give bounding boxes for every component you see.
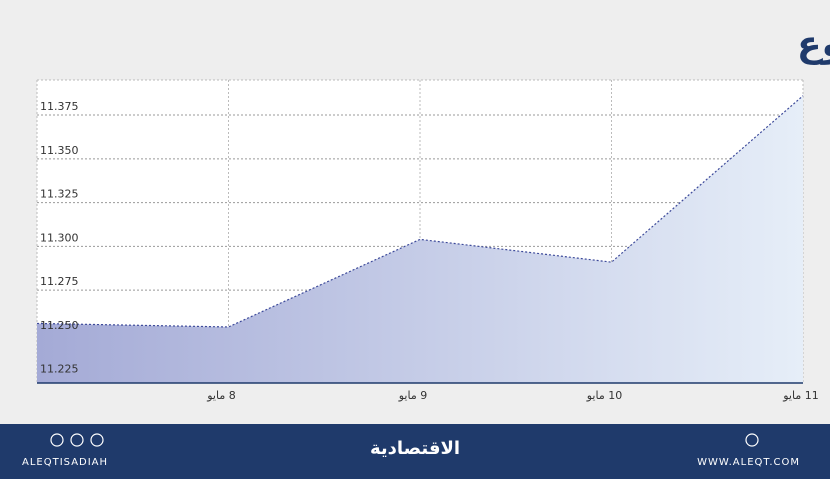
chart-title: المؤشر في أسبوع: [797, 20, 830, 65]
x-tick-label: 9 مايو: [398, 389, 427, 402]
y-tick-label: 11.325: [40, 188, 79, 201]
footer-bar: [0, 424, 830, 479]
y-tick-label: 11.300: [40, 231, 79, 244]
y-tick-label: 11.225: [40, 363, 79, 376]
x-tick-label: 11 مايو: [782, 389, 818, 402]
y-tick-label: 11.375: [40, 100, 79, 113]
x-tick-label: 8 مايو: [206, 389, 235, 402]
area: [37, 95, 803, 384]
x-tick-label: 10 مايو: [586, 389, 622, 402]
social-icons: [50, 433, 759, 447]
y-tick-label: 11.275: [40, 275, 79, 288]
y-tick-label: 11.350: [40, 144, 79, 157]
plot: 11.225 11.250 11.275 11.300 11.325 11.350 11.3…: [36, 79, 819, 402]
footer-handle: ALEQTISADIAH: [22, 457, 108, 468]
footer-logo: الاقتصادية: [370, 438, 460, 459]
footer-url: WWW.ALEQT.COM: [697, 457, 800, 468]
y-tick-label: 11.250: [40, 319, 79, 332]
